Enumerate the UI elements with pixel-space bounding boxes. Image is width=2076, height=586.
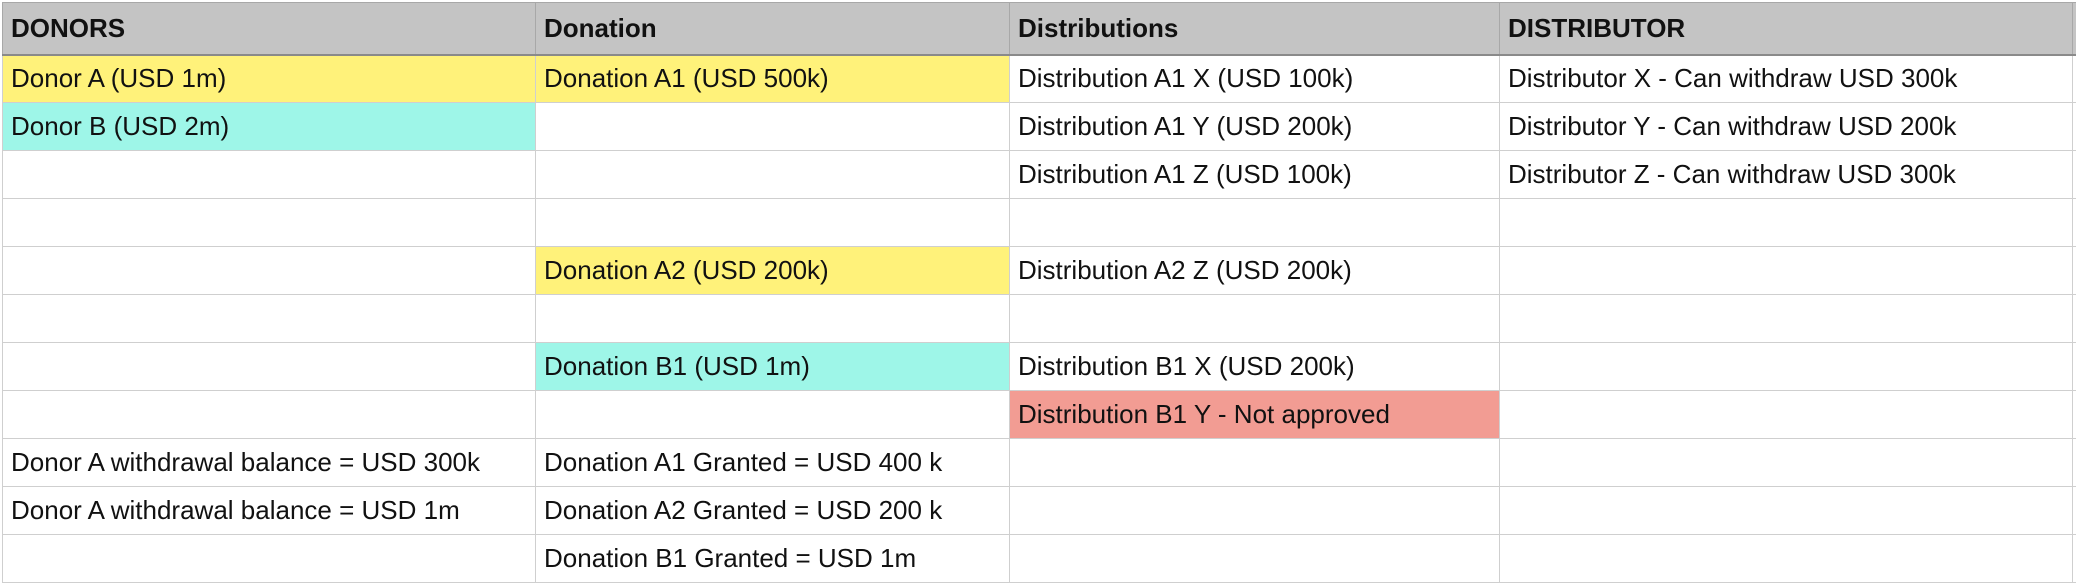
cell-donation[interactable]: Donation B1 Granted = USD 1m <box>535 534 1010 583</box>
cell-donors[interactable] <box>2 246 536 295</box>
cell-donation[interactable] <box>535 150 1010 199</box>
table-row <box>2 198 2076 247</box>
cell-extra[interactable] <box>2072 102 2076 151</box>
cell-distributions[interactable]: Distribution A1 Y (USD 200k) <box>1009 102 1500 151</box>
table-row: Donation B1 (USD 1m) Distribution B1 X (U… <box>2 342 2076 391</box>
cell-distributions[interactable]: Distribution B1 Y - Not approved <box>1009 390 1500 439</box>
table-row: Donation A2 (USD 200k) Distribution A2 Z … <box>2 246 2076 295</box>
cell-donors[interactable] <box>2 390 536 439</box>
table-row: Donor A withdrawal balance = USD 1m Donat… <box>2 486 2076 535</box>
cell-distributor[interactable]: Distributor Y - Can withdraw USD 200k <box>1499 102 2073 151</box>
cell-donors[interactable] <box>2 534 536 583</box>
table-row: Distribution B1 Y - Not approved <box>2 390 2076 439</box>
cell-extra[interactable] <box>2072 486 2076 535</box>
cell-donation[interactable]: Donation A2 (USD 200k) <box>535 246 1010 295</box>
cell-distributions[interactable]: Distribution B1 X (USD 200k) <box>1009 342 1500 391</box>
cell-extra[interactable] <box>2072 54 2076 103</box>
cell-distributor[interactable] <box>1499 486 2073 535</box>
cell-donors[interactable]: Donor A withdrawal balance = USD 1m <box>2 486 536 535</box>
header-cell-distributions[interactable]: Distributions <box>1009 2 1500 56</box>
cell-distributions[interactable] <box>1009 486 1500 535</box>
cell-distributor[interactable] <box>1499 390 2073 439</box>
cell-donation[interactable] <box>535 390 1010 439</box>
cell-donation[interactable]: Donation B1 (USD 1m) <box>535 342 1010 391</box>
table-row: Donor B (USD 2m) Distribution A1 Y (USD 2… <box>2 102 2076 151</box>
cell-distributor[interactable] <box>1499 198 2073 247</box>
cell-extra[interactable] <box>2072 198 2076 247</box>
cell-distributor[interactable]: Distributor Z - Can withdraw USD 300k <box>1499 150 2073 199</box>
cell-donors[interactable]: Donor A (USD 1m) <box>2 54 536 103</box>
cell-extra[interactable] <box>2072 390 2076 439</box>
cell-extra[interactable] <box>2072 438 2076 487</box>
header-cell-donors[interactable]: DONORS <box>2 2 536 56</box>
cell-distributor[interactable] <box>1499 246 2073 295</box>
cell-distributions[interactable] <box>1009 198 1500 247</box>
table-row: Distribution A1 Z (USD 100k) Distributor … <box>2 150 2076 199</box>
cell-donation[interactable]: Donation A1 Granted = USD 400 k <box>535 438 1010 487</box>
cell-donors[interactable] <box>2 198 536 247</box>
cell-extra[interactable] <box>2072 534 2076 583</box>
cell-distributor[interactable]: Distributor X - Can withdraw USD 300k <box>1499 54 2073 103</box>
cell-donors[interactable] <box>2 150 536 199</box>
table-row: Donor A (USD 1m) Donation A1 (USD 500k) Di… <box>2 54 2076 103</box>
header-cell-distributor[interactable]: DISTRIBUTOR <box>1499 2 2073 56</box>
cell-donation[interactable] <box>535 294 1010 343</box>
cell-extra[interactable] <box>2072 246 2076 295</box>
cell-extra[interactable] <box>2072 342 2076 391</box>
cell-distributions[interactable] <box>1009 438 1500 487</box>
cell-donors[interactable] <box>2 294 536 343</box>
cell-distributions[interactable] <box>1009 534 1500 583</box>
cell-donors[interactable]: Donor A withdrawal balance = USD 300k <box>2 438 536 487</box>
cell-donation[interactable]: Donation A1 (USD 500k) <box>535 54 1010 103</box>
cell-donors[interactable] <box>2 342 536 391</box>
cell-distributor[interactable] <box>1499 438 2073 487</box>
cell-donors[interactable]: Donor B (USD 2m) <box>2 102 536 151</box>
cell-donation[interactable] <box>535 198 1010 247</box>
table-row <box>2 294 2076 343</box>
cell-distributor[interactable] <box>1499 342 2073 391</box>
header-row: DONORS Donation Distributions DISTRIBUTO… <box>2 2 2076 56</box>
table-row: Donor A withdrawal balance = USD 300k Don… <box>2 438 2076 487</box>
cell-distributions[interactable] <box>1009 294 1500 343</box>
cell-distributor[interactable] <box>1499 294 2073 343</box>
cell-distributions[interactable]: Distribution A1 X (USD 100k) <box>1009 54 1500 103</box>
header-cell-donation[interactable]: Donation <box>535 2 1010 56</box>
header-cell-extra[interactable] <box>2072 2 2076 56</box>
cell-extra[interactable] <box>2072 294 2076 343</box>
table-row: Donation B1 Granted = USD 1m <box>2 534 2076 583</box>
cell-extra[interactable] <box>2072 150 2076 199</box>
cell-distributor[interactable] <box>1499 534 2073 583</box>
cell-donation[interactable]: Donation A2 Granted = USD 200 k <box>535 486 1010 535</box>
cell-distributions[interactable]: Distribution A1 Z (USD 100k) <box>1009 150 1500 199</box>
cell-donation[interactable] <box>535 102 1010 151</box>
cell-distributions[interactable]: Distribution A2 Z (USD 200k) <box>1009 246 1500 295</box>
